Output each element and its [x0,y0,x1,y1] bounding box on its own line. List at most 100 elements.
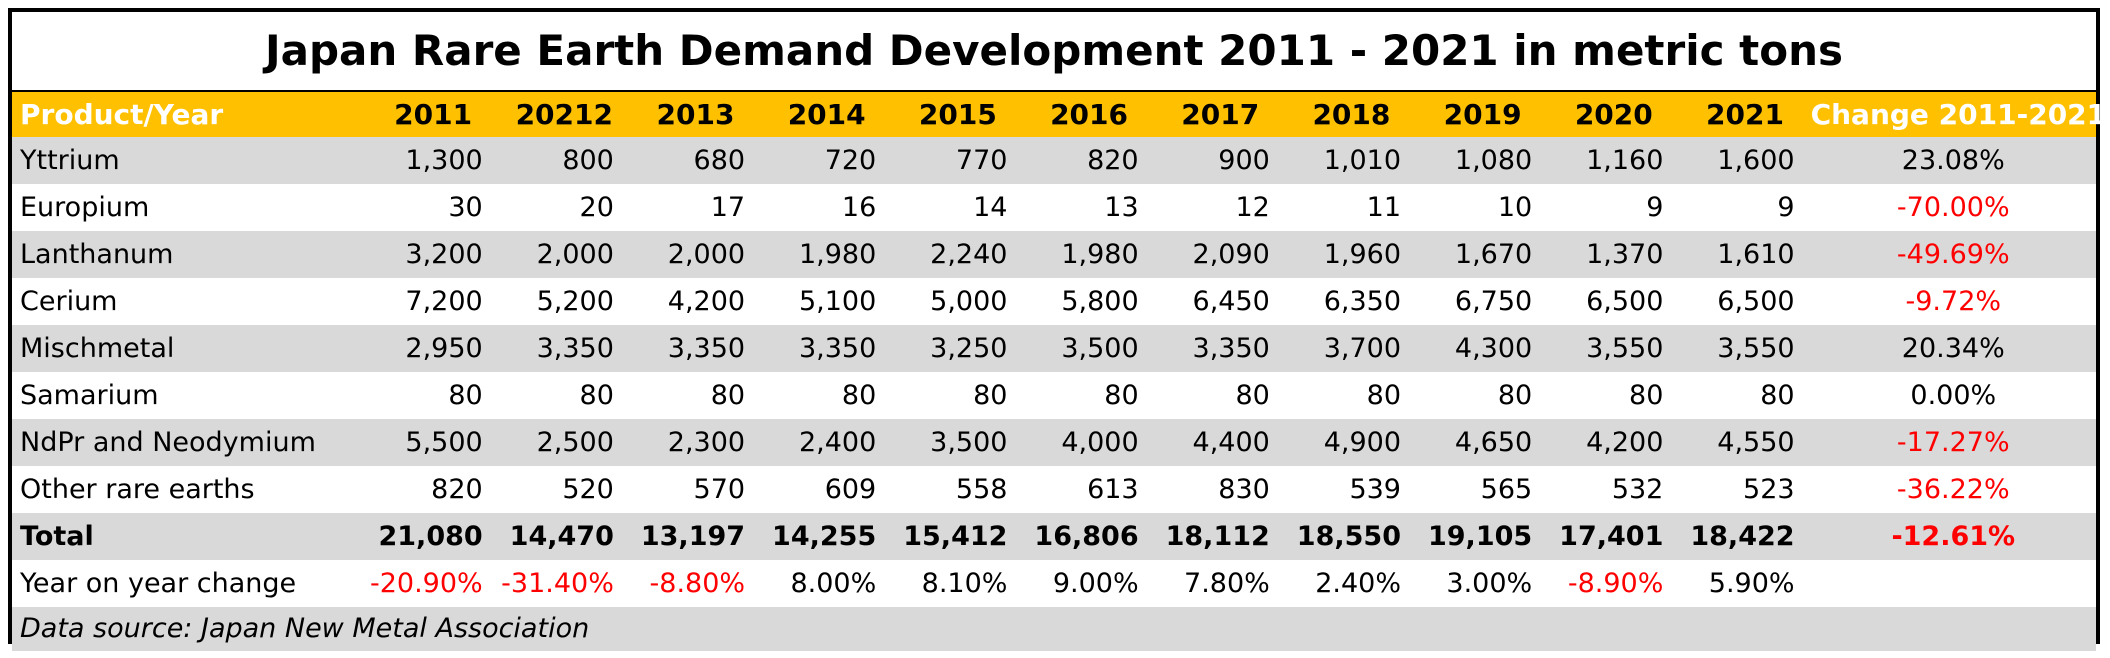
cell-value: 19,105 [1427,521,1533,552]
table-title: Japan Rare Earth Demand Development 2011… [12,12,2096,92]
header-year: 2014 [787,98,866,131]
cell-value: 1,080 [1454,145,1533,176]
cell-value: 3,350 [798,333,877,364]
cell-value: 80 [1629,380,1664,411]
cell-value: 3,350 [1192,333,1270,364]
cell-change [1811,560,2096,607]
cell-value: 80 [1497,380,1533,411]
cell-value: 7.80% [1184,568,1270,599]
header-year: 20212 [515,98,613,131]
cell-value: 2,240 [930,239,1008,270]
row-label: Year on year change [20,568,297,599]
cell-change: -49.69% [1896,239,2010,270]
cell-value: 1,960 [1323,239,1401,270]
cell-value: 3,350 [667,333,746,364]
cell-value: 900 [1218,145,1270,176]
row-label: Lanthanum [20,239,174,270]
cell-value: 2,090 [1192,239,1270,270]
cell-value: 5,100 [798,286,877,317]
cell-value: 18,112 [1165,521,1270,552]
header-year: 2015 [918,98,997,131]
cell-value: 800 [562,145,614,176]
cell-change: -70.00% [1896,192,2010,223]
cell-value: 3,500 [1061,333,1139,364]
cell-value: -8.90% [1567,568,1664,599]
table-row: Lanthanum 3,200 2,000 2,000 1,980 2,240 1,980 2… [12,231,2096,278]
cell-value: 2,000 [536,239,614,270]
row-label: NdPr and Neodymium [20,427,316,458]
cell-value: 20 [579,192,614,223]
cell-value: 4,200 [1586,427,1664,458]
cell-value: 17 [710,192,746,223]
row-label: Cerium [20,286,118,317]
header-year: 2011 [394,98,473,131]
cell-change: 0.00% [1910,380,1997,411]
header-year: 2020 [1574,98,1653,131]
cell-value: 5,500 [405,427,483,458]
cell-value: 3.00% [1446,568,1533,599]
cell-value: 80 [1104,380,1139,411]
cell-value: 1,370 [1586,239,1664,270]
cell-value: 4,900 [1323,427,1401,458]
header-year: 2021 [1706,98,1784,131]
cell-value: 15,412 [903,521,1008,552]
header-year: 2019 [1443,98,1522,131]
cell-value: 5,200 [536,286,614,317]
cell-value: 80 [710,380,746,411]
cell-value: 609 [824,474,877,505]
cell-value: 80 [448,380,483,411]
cell-value: 532 [1611,474,1664,505]
cell-value: 2,400 [798,427,877,458]
cell-value: 11 [1366,192,1401,223]
cell-value: 5,000 [930,286,1008,317]
row-label: Samarium [20,380,159,411]
cell-value: 720 [824,145,877,176]
cell-value: 820 [1087,145,1139,176]
row-label: Europium [20,192,150,223]
cell-value: 9 [1646,192,1664,223]
table-row: Other rare earths 820 520 570 609 558 613 830 53… [12,466,2096,513]
header-row: Product/Year 2011 20212 2013 2014 2015 2… [12,92,2106,137]
cell-value: 2.40% [1315,568,1401,599]
table-row: Europium 30 20 17 16 14 13 12 11 10 9 9 -70.00% [12,184,2096,231]
cell-value: 1,300 [405,145,483,176]
cell-value: 3,550 [1586,333,1664,364]
table-body: Yttrium 1,300 800 680 720 770 820 900 1,010 1,080… [12,137,2096,607]
row-label: Total [20,521,94,552]
cell-value: 565 [1480,474,1533,505]
cell-value: 3,200 [405,239,483,270]
cell-change: 23.08% [1901,145,2005,176]
cell-value: 14,255 [772,521,877,552]
cell-value: 3,250 [930,333,1008,364]
cell-change: -36.22% [1896,474,2010,505]
header-year: 2013 [656,98,735,131]
row-label: Other rare earths [20,474,255,505]
cell-change: -12.61% [1891,521,2016,552]
cell-value: 1,600 [1717,145,1795,176]
header-product-year: Product/Year [20,98,224,131]
cell-value: 6,500 [1586,286,1664,317]
rare-earth-table: Product/Year 2011 20212 2013 2014 2015 2… [12,92,2106,607]
cell-value: 4,200 [667,286,746,317]
cell-value: 3,550 [1717,333,1795,364]
cell-value: 9.00% [1052,568,1139,599]
cell-value: 80 [1760,380,1795,411]
cell-value: 1,980 [798,239,877,270]
cell-value: 3,350 [536,333,614,364]
cell-value: 6,350 [1323,286,1401,317]
cell-change: 20.34% [1901,333,2005,364]
cell-value: 523 [1743,474,1795,505]
cell-value: 16,806 [1034,521,1139,552]
cell-change: -9.72% [1905,286,2002,317]
cell-value: 21,080 [378,521,483,552]
table-row: Mischmetal 2,950 3,350 3,350 3,350 3,250 3,500… [12,325,2096,372]
cell-value: 558 [955,474,1008,505]
table-row: Total 21,080 14,470 13,197 14,255 15,412 16,80… [12,513,2096,560]
cell-value: 3,700 [1323,333,1401,364]
cell-value: 830 [1218,474,1270,505]
cell-value: 5.90% [1708,568,1795,599]
cell-value: 539 [1349,474,1401,505]
cell-value: 7,200 [405,286,483,317]
cell-value: -20.90% [369,568,483,599]
cell-value: 13 [1104,192,1139,223]
